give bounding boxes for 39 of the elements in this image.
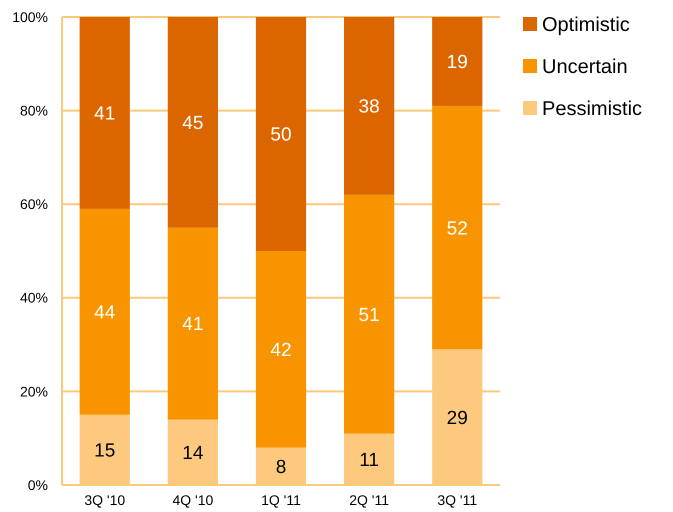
data-label: 50 xyxy=(270,124,292,146)
data-label: 41 xyxy=(94,104,116,125)
y-tick-label: 40% xyxy=(20,290,48,306)
bar xyxy=(432,17,482,106)
data-label: 45 xyxy=(182,112,204,134)
data-label: 8 xyxy=(276,456,286,478)
data-label: 29 xyxy=(446,408,468,429)
data-label: 19 xyxy=(446,52,468,74)
data-label: 42 xyxy=(270,340,292,361)
bar xyxy=(256,17,306,251)
x-tick-label: 1Q '11 xyxy=(261,492,302,508)
y-tick-label: 0% xyxy=(28,476,48,493)
data-label: 44 xyxy=(94,302,116,324)
x-tick-label: 3Q '11 xyxy=(437,492,478,508)
x-tick-label: 2Q '11 xyxy=(349,492,390,508)
legend-label: Optimistic xyxy=(542,14,630,36)
data-label: 52 xyxy=(446,218,468,240)
data-label: 38 xyxy=(358,96,380,118)
legend-label: Pessimistic xyxy=(542,98,642,120)
x-tick-label: 4Q '10 xyxy=(172,492,214,508)
y-tick-label: 60% xyxy=(20,196,48,212)
bar xyxy=(344,194,394,434)
data-label: 41 xyxy=(182,314,204,336)
bar xyxy=(432,106,482,350)
y-tick-label: 80% xyxy=(20,102,48,118)
data-label: 15 xyxy=(94,440,116,462)
y-tick-label: 100% xyxy=(12,8,48,25)
data-label: 11 xyxy=(359,450,379,471)
bar xyxy=(168,17,218,228)
y-tick-label: 20% xyxy=(20,383,48,400)
legend-label: Uncertain xyxy=(542,56,628,78)
data-label: 51 xyxy=(358,304,380,326)
bar xyxy=(80,208,130,415)
bar xyxy=(256,251,306,448)
data-label: 14 xyxy=(182,442,204,464)
bar xyxy=(80,17,130,209)
bar xyxy=(344,17,394,195)
bar xyxy=(168,228,218,420)
x-tick-label: 3Q '10 xyxy=(84,492,126,508)
